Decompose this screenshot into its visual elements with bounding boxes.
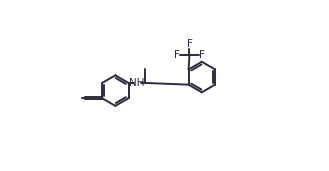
Text: F: F — [187, 38, 192, 49]
Text: NH: NH — [129, 78, 145, 88]
Text: F: F — [174, 50, 180, 60]
Text: F: F — [199, 50, 205, 60]
